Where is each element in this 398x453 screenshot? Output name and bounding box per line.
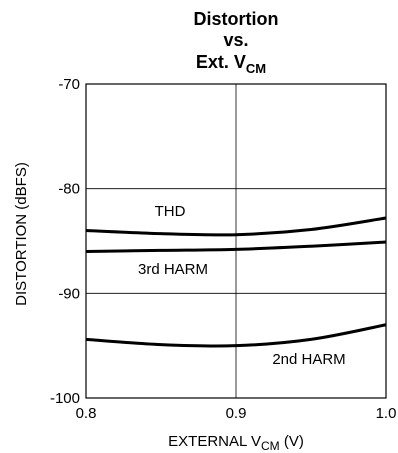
x-axis-label: EXTERNAL VCM (V): [168, 433, 304, 453]
series-line-thd: [85, 216, 387, 237]
y-tick-label: -100: [50, 390, 80, 407]
chart-title-line-3: Ext. VCM: [196, 52, 266, 76]
y-axis-label: DISTORTION (dBFS): [13, 162, 30, 306]
x-tick-label: 0.8: [76, 405, 97, 422]
y-tick-label: -90: [58, 285, 80, 302]
series-line-2nd-harm: [85, 323, 387, 348]
chart-title-line-1: Distortion: [194, 9, 279, 29]
chart-title-line-2: vs.: [223, 30, 248, 50]
x-tick-label: 1.0: [376, 405, 397, 422]
series-line-3rd-harm: [85, 240, 387, 253]
series-label-3rd-harm: 3rd HARM: [138, 261, 208, 278]
x-tick-label: 0.9: [226, 405, 247, 422]
plot-frame: [85, 83, 387, 399]
series-label-2nd-harm: 2nd HARM: [272, 351, 345, 368]
series-label-thd: THD: [155, 203, 186, 220]
y-tick-label: -80: [58, 181, 80, 198]
y-tick-label: -70: [58, 76, 80, 93]
series-lines: [85, 216, 387, 348]
